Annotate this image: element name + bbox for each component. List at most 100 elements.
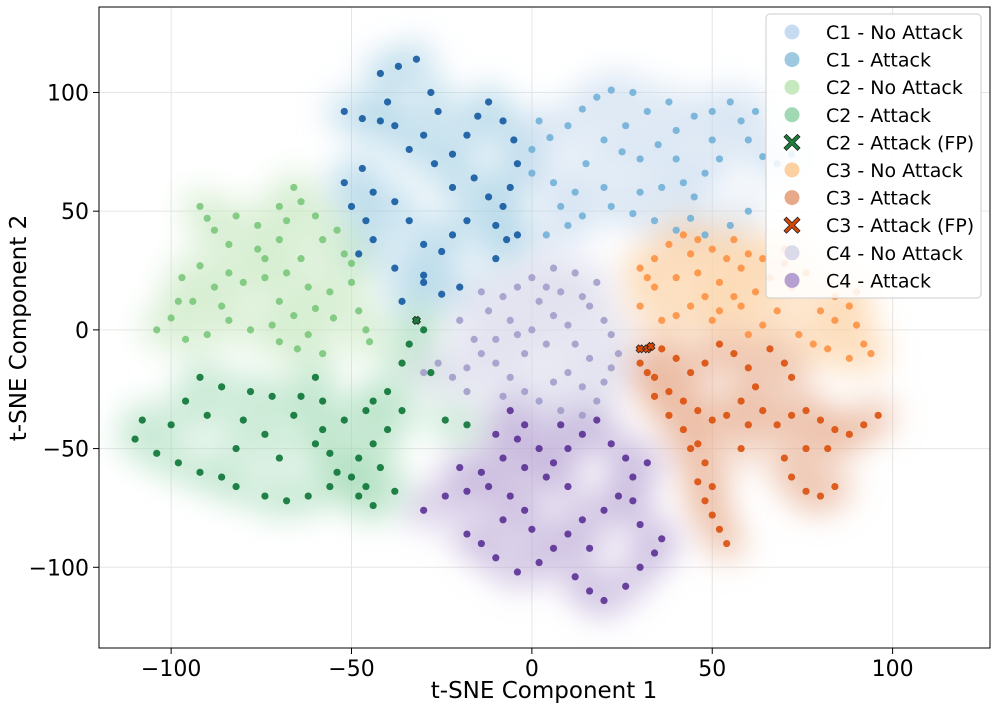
c3-no-attack-point xyxy=(686,302,695,310)
c1-attack-point xyxy=(358,114,366,123)
c2-attack-point xyxy=(167,421,175,429)
c3-attack-fp-point xyxy=(635,344,645,354)
c2-attack-point xyxy=(362,406,370,415)
c1-no-attack-point xyxy=(672,226,680,234)
c1-attack-point xyxy=(470,174,478,182)
c2-attack-point xyxy=(311,440,320,448)
c2-no-attack-point xyxy=(189,297,197,305)
c2-no-attack-point xyxy=(333,226,341,234)
c2-attack-point xyxy=(355,492,363,500)
c1-no-attack-point xyxy=(578,212,586,220)
c2-no-attack-point xyxy=(290,183,298,192)
legend-item-c2-no-attack: C2 - No Attack xyxy=(784,77,963,99)
c2-attack-point xyxy=(391,487,399,495)
c2-no-attack-point xyxy=(293,345,302,353)
c3-no-attack-point xyxy=(672,274,680,282)
c3-no-attack-point xyxy=(831,316,839,324)
c1-attack-point xyxy=(420,278,428,286)
c2-attack-point xyxy=(138,416,146,424)
c3-attack-point xyxy=(744,364,752,372)
legend-item-c4-attack: C4 - Attack xyxy=(784,270,931,292)
c3-no-attack-point xyxy=(701,293,709,301)
c2-no-attack-point xyxy=(319,350,327,358)
c2-no-attack-point xyxy=(275,236,283,244)
legend-item-c3-no-attack: C3 - No Attack xyxy=(784,160,963,182)
y-axis-label: t-SNE Component 2 xyxy=(6,215,32,441)
c3-no-attack-point xyxy=(867,350,875,358)
c4-attack-point xyxy=(499,516,507,524)
c2-no-attack-point xyxy=(181,335,190,343)
c4-no-attack-point xyxy=(600,316,608,324)
y-tick-label: 100 xyxy=(47,81,89,106)
c2-attack-point xyxy=(326,482,334,491)
c4-no-attack-point xyxy=(571,340,579,348)
c3-no-attack-point xyxy=(650,283,659,291)
c4-attack-point xyxy=(513,435,522,443)
c2-attack-point xyxy=(196,373,204,381)
c2-no-attack-point xyxy=(210,283,219,291)
c3-no-attack-point xyxy=(694,236,702,244)
c4-attack-point xyxy=(463,487,471,495)
c4-no-attack-point xyxy=(571,269,579,277)
c3-attack-point xyxy=(694,478,702,486)
c3-attack-point xyxy=(701,359,709,367)
c4-attack-point xyxy=(585,544,594,552)
c4-no-attack-point xyxy=(528,274,536,282)
c3-attack-point xyxy=(816,492,825,500)
c3-attack-point xyxy=(787,473,796,481)
legend-marker-c3-attack xyxy=(784,190,800,206)
legend-marker-c4-no-attack xyxy=(784,245,800,261)
c2-attack-point xyxy=(383,388,392,396)
c3-attack-point xyxy=(744,421,752,429)
c3-attack-point xyxy=(701,497,709,505)
c2-attack-point xyxy=(218,473,226,481)
c4-no-attack-point xyxy=(492,335,500,343)
c1-attack-point xyxy=(427,88,435,97)
c2-attack-point xyxy=(398,359,406,367)
c3-attack-point xyxy=(759,406,767,415)
c2-attack-point xyxy=(369,440,377,448)
c1-attack-point xyxy=(394,62,403,70)
legend-label-c2-attack: C2 - Attack xyxy=(826,105,931,127)
c3-no-attack-point xyxy=(737,264,745,272)
c1-attack-point xyxy=(474,112,482,120)
c2-attack-point xyxy=(347,473,356,481)
c4-no-attack-point xyxy=(521,350,529,358)
c4-no-attack-point xyxy=(578,411,586,419)
c3-attack-point xyxy=(802,406,810,415)
c3-attack-point xyxy=(737,444,745,453)
c1-no-attack-point xyxy=(737,117,745,125)
c1-no-attack-point xyxy=(636,155,644,163)
c3-no-attack-point xyxy=(816,307,825,315)
c2-attack-point xyxy=(261,492,269,500)
c3-no-attack-point xyxy=(845,302,853,310)
c4-no-attack-point xyxy=(477,288,485,296)
legend-marker-c2-no-attack xyxy=(784,79,800,95)
c2-no-attack-point xyxy=(210,226,219,234)
c1-attack-point xyxy=(438,290,446,298)
c3-attack-fp-point xyxy=(646,341,656,352)
c4-attack-point xyxy=(477,468,485,476)
c2-no-attack-point xyxy=(232,212,240,220)
c1-attack-point xyxy=(391,264,399,272)
c1-attack-point xyxy=(448,150,457,158)
c4-attack-point xyxy=(492,430,500,438)
c4-attack-point xyxy=(499,454,507,462)
c1-attack-point xyxy=(369,188,377,196)
c4-no-attack-point xyxy=(542,340,550,348)
c1-no-attack-point xyxy=(744,136,752,144)
c1-attack-point xyxy=(484,98,493,106)
c1-no-attack-point xyxy=(571,188,579,196)
c3-attack-point xyxy=(665,411,673,419)
c1-attack-point xyxy=(503,236,511,244)
c3-attack-point xyxy=(751,383,760,391)
c3-attack-point xyxy=(737,397,745,405)
c4-no-attack-point xyxy=(506,316,514,324)
c1-attack-point xyxy=(355,250,363,258)
x-axis-label: t-SNE Component 1 xyxy=(431,678,657,704)
c3-attack-point xyxy=(824,444,832,453)
c2-attack-point xyxy=(290,411,298,419)
c4-no-attack-point xyxy=(607,331,615,339)
y-tick-label: 0 xyxy=(75,319,89,344)
